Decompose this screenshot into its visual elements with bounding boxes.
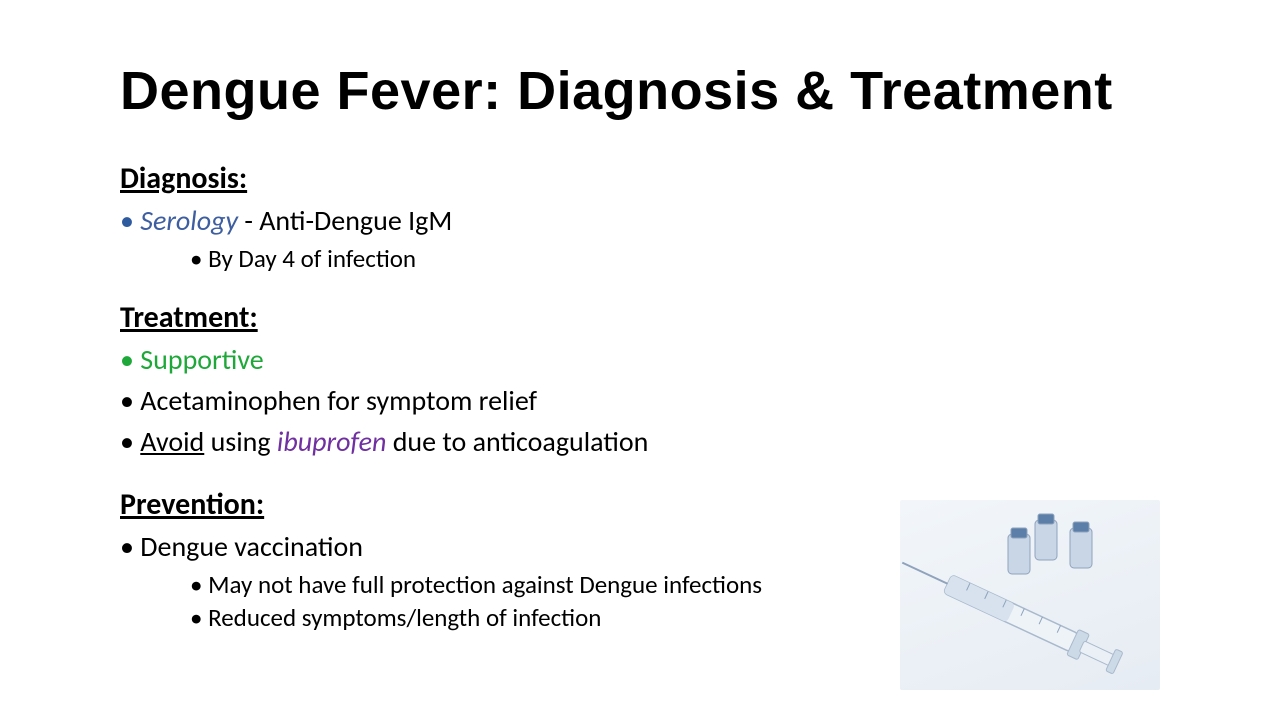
decorative-image-syringe — [900, 500, 1160, 690]
list-item: Acetaminophen for symptom relief — [120, 381, 1160, 422]
list-diagnosis: Serology - Anti-Dengue IgM By Day 4 of i… — [120, 201, 1160, 275]
list-item-sub: By Day 4 of infection — [190, 242, 1160, 276]
syringe-icon — [900, 500, 1160, 690]
text: - Anti-Dengue IgM — [238, 203, 452, 238]
list-item: Avoid using ibuprofen due to anticoagula… — [120, 422, 1160, 463]
list-treatment: Supportive Acetaminophen for symptom rel… — [120, 340, 1160, 462]
text: using — [204, 424, 277, 459]
heading-diagnosis: Diagnosis: — [120, 160, 1160, 197]
term-serology: Serology — [140, 203, 238, 238]
heading-treatment: Treatment: — [120, 299, 1160, 336]
list-item: Serology - Anti-Dengue IgM — [120, 201, 1160, 242]
term-ibuprofen: ibuprofen — [277, 424, 386, 459]
term-avoid: Avoid — [140, 424, 204, 459]
term-supportive: Supportive — [140, 342, 263, 377]
text: due to anticoagulation — [386, 424, 648, 459]
slide-title: Dengue Fever: Diagnosis & Treatment — [120, 60, 1160, 122]
list-item: Supportive — [120, 340, 1160, 381]
